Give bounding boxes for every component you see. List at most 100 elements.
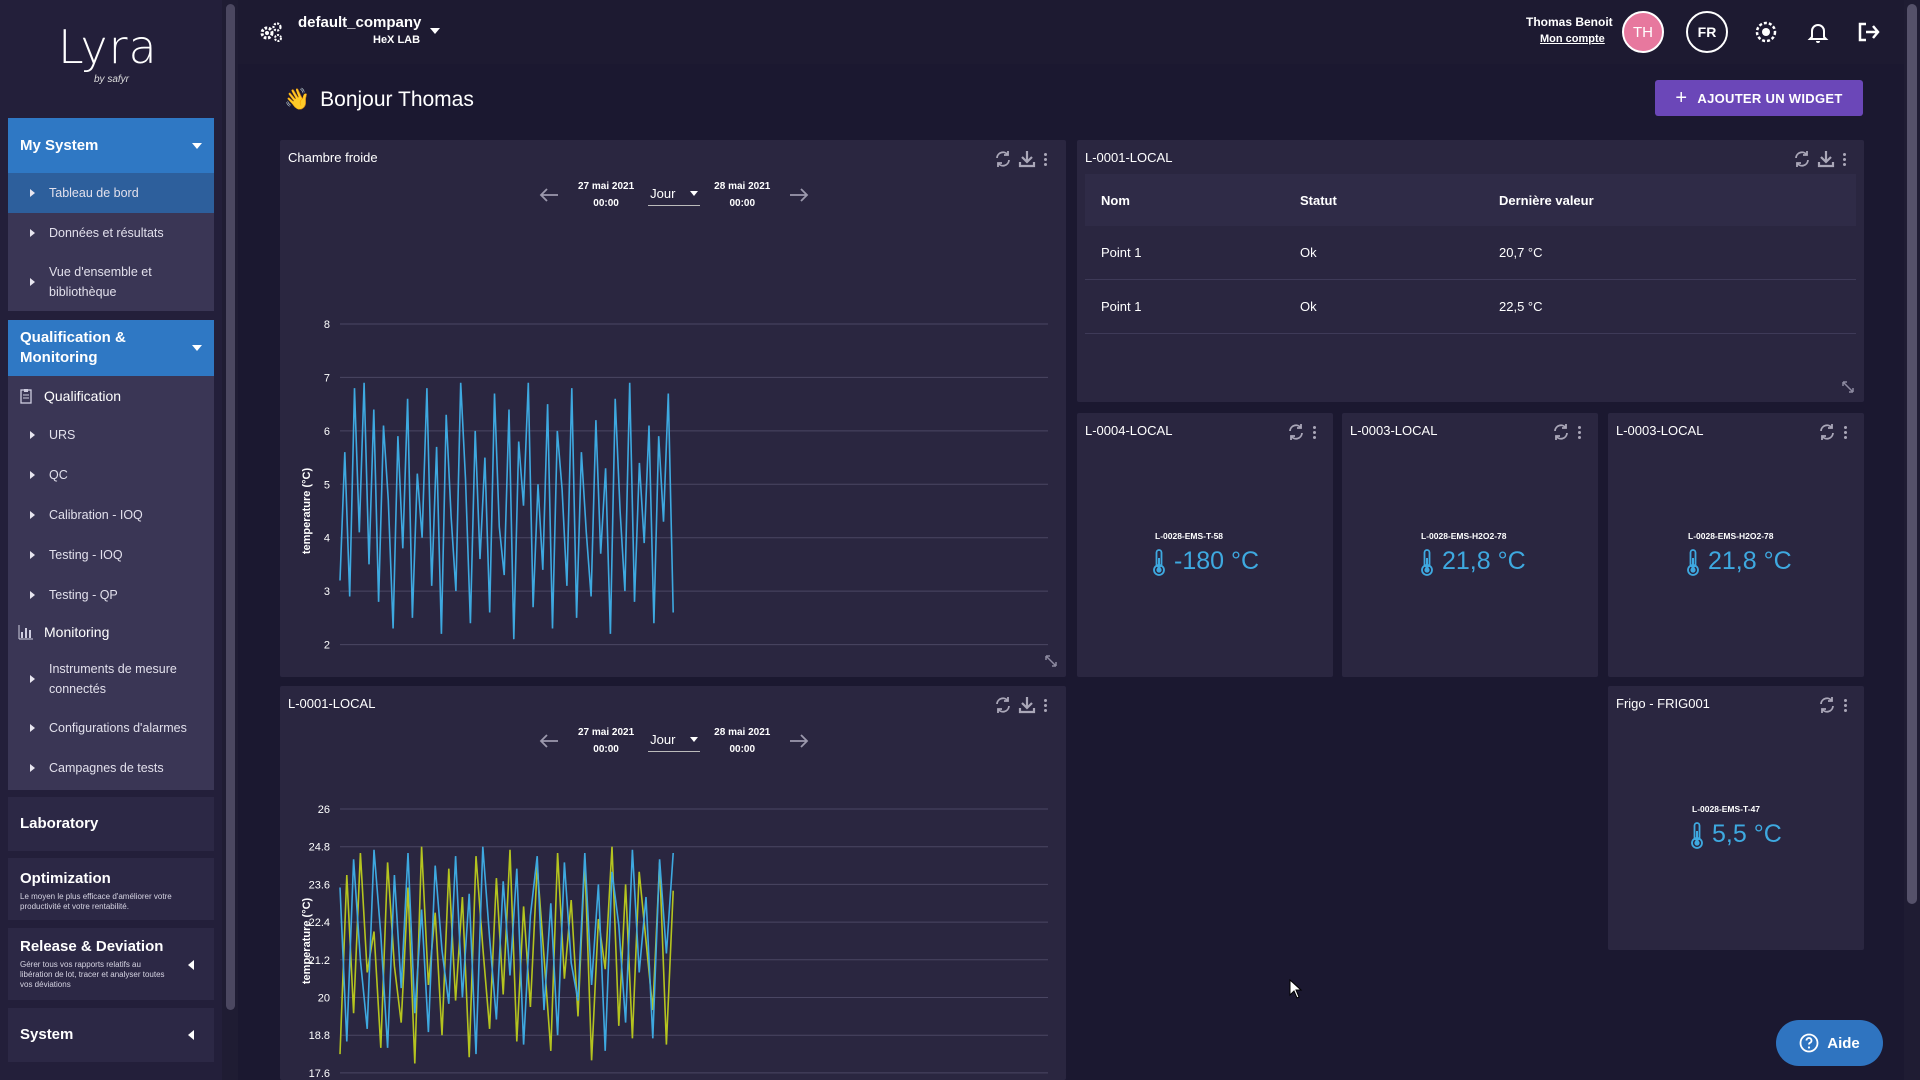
nav-optimization[interactable]: Optimization Le moyen le plus efficace d… [8,858,214,920]
release-desc: Gérer tous vos rapports relatifs au libé… [20,960,165,989]
sensor-value-text: -180 °C [1174,547,1260,575]
resize-icon[interactable] [1841,380,1855,394]
nav-item-tableau-de-bord[interactable]: Tableau de bord [8,173,214,213]
nav-item-donnees[interactable]: Données et résultats [8,213,214,253]
table-cell: Point 1 [1101,245,1142,260]
download-icon[interactable] [1018,150,1036,168]
main-scroll-thumb[interactable] [1907,4,1917,904]
nav-section-monitoring[interactable]: Monitoring [8,621,214,643]
nav-system[interactable]: System [8,1008,214,1062]
mouse-cursor-icon [1289,979,1303,999]
widget-title: L-0001-LOCAL [1085,150,1173,165]
date-to: 28 mai 2021 00:00 [714,178,770,212]
series-line [339,382,674,640]
temperature-chart[interactable]: 17.6 18.8 20 21.2 22.4 23.6 24.8 26 temperature … [280,766,1066,1080]
more-vertical-icon[interactable] [1842,425,1848,439]
nav-item-urs[interactable]: URS [8,423,214,447]
date-to-day: 28 mai 2021 [714,181,771,192]
period-value: Jour [650,732,676,747]
date-to-time: 00:00 [729,198,756,209]
avatar[interactable]: TH [1622,11,1664,53]
widget-value-3: Frigo - FRIG001 L-0028-EMS-T-47 5,5 °C [1608,686,1864,950]
table-cell: Ok [1300,245,1317,260]
nav-section-qualification[interactable]: Qualification [8,385,214,407]
refresh-icon[interactable] [1552,423,1570,441]
refresh-icon[interactable] [1818,423,1836,441]
y-tick-label: 8 [324,319,330,331]
sidebar-scroll-thumb[interactable] [226,4,235,1010]
more-vertical-icon[interactable] [1576,425,1582,439]
sidebar: Lyra by safyr My System Tableau de bord … [0,0,222,1080]
sensor-value: 21,8 °C [1686,547,1792,576]
period-select[interactable]: Jour [648,730,701,752]
nav-item-calibration[interactable]: Calibration - IOQ [8,503,214,527]
nav-qualification-monitoring[interactable]: Qualification & Monitoring [8,320,214,376]
language-button[interactable]: FR [1686,11,1728,53]
table-row[interactable]: Point 1 Ok 22,5 °C [1085,280,1856,334]
nav-laboratory[interactable]: Laboratory [8,797,214,851]
temperature-chart[interactable]: 1234567800:0002:0004:0006:0008:0010:0012… [280,220,1066,670]
more-vertical-icon[interactable] [1042,698,1048,712]
download-icon[interactable] [1817,150,1835,168]
download-icon[interactable] [1018,696,1036,714]
caret-right-icon [30,471,35,479]
widget-title: L-0004-LOCAL [1085,423,1173,438]
more-vertical-icon[interactable] [1311,425,1317,439]
period-select[interactable]: Jour [648,184,701,206]
y-tick-label: 21.2 [309,955,330,967]
refresh-icon[interactable] [1818,696,1836,714]
nav-item-qc[interactable]: QC [8,463,214,487]
refresh-icon[interactable] [994,696,1012,714]
laboratory-label: Laboratory [20,815,99,832]
nav-item-testing-ioq[interactable]: Testing - IOQ [8,543,214,567]
nav-item-instruments[interactable]: Instruments de mesure connectés [8,658,214,700]
chevron-down-icon[interactable] [430,28,440,34]
logout-icon[interactable] [1856,20,1880,44]
more-vertical-icon[interactable] [1042,152,1048,166]
company-selector[interactable]: default_company [298,14,422,31]
y-tick-label: 23.6 [309,879,330,891]
topbar: default_company HeX LAB Thomas Benoit Mo… [238,0,1904,64]
thermometer-icon [1421,548,1433,576]
refresh-icon[interactable] [994,150,1012,168]
column-header[interactable]: Dernière valeur [1499,192,1594,208]
caret-right-icon [30,278,35,286]
chevron-down-icon [192,345,202,351]
lyra-logo[interactable]: Lyra by safyr [58,24,168,88]
column-header[interactable]: Statut [1300,192,1337,208]
refresh-icon[interactable] [1287,423,1305,441]
nav-release-deviation[interactable]: Release & Deviation Gérer tous vos rappo… [8,928,214,1000]
question-circle-icon [1799,1033,1819,1053]
add-widget-button[interactable]: + AJOUTER UN WIDGET [1655,80,1863,116]
nav-item-label: Campagnes de tests [49,761,164,775]
y-tick-label: 4 [324,533,330,545]
arrow-right-icon[interactable] [788,733,810,749]
refresh-icon[interactable] [1793,150,1811,168]
nav-item-vue-ensemble[interactable]: Vue d'ensemble et bibliothèque [8,253,214,311]
arrow-left-icon[interactable] [538,733,560,749]
nav-item-campagnes[interactable]: Campagnes de tests [8,756,214,780]
brightness-icon[interactable] [1754,20,1778,44]
more-vertical-icon[interactable] [1842,698,1848,712]
nav-item-alarmes[interactable]: Configurations d'alarmes [8,716,214,740]
my-account-link[interactable]: Mon compte [1540,33,1605,45]
column-header[interactable]: Nom [1101,192,1130,208]
plus-icon: + [1675,86,1688,109]
resize-icon[interactable] [1044,654,1058,668]
add-widget-label: AJOUTER UN WIDGET [1697,90,1843,106]
table-row[interactable]: Point 1 Ok 20,7 °C [1085,226,1856,280]
settings-gears-icon[interactable] [258,20,284,44]
sensor-value-text: 5,5 °C [1712,820,1782,848]
nav-my-system[interactable]: My System [8,118,214,173]
sensor-value-text: 21,8 °C [1708,547,1792,575]
nav-item-testing-qp[interactable]: Testing - QP [8,583,214,607]
arrow-right-icon[interactable] [788,187,810,203]
bell-icon[interactable] [1806,20,1830,44]
arrow-left-icon[interactable] [538,187,560,203]
widget-value-0: L-0004-LOCAL L-0028-EMS-T-58 -180 °C [1077,413,1333,677]
more-vertical-icon[interactable] [1841,152,1847,166]
y-tick-label: 18.8 [309,1030,330,1042]
caret-right-icon [30,229,35,237]
help-button[interactable]: Aide [1776,1020,1883,1066]
main-scrollbar[interactable] [1904,0,1920,1080]
